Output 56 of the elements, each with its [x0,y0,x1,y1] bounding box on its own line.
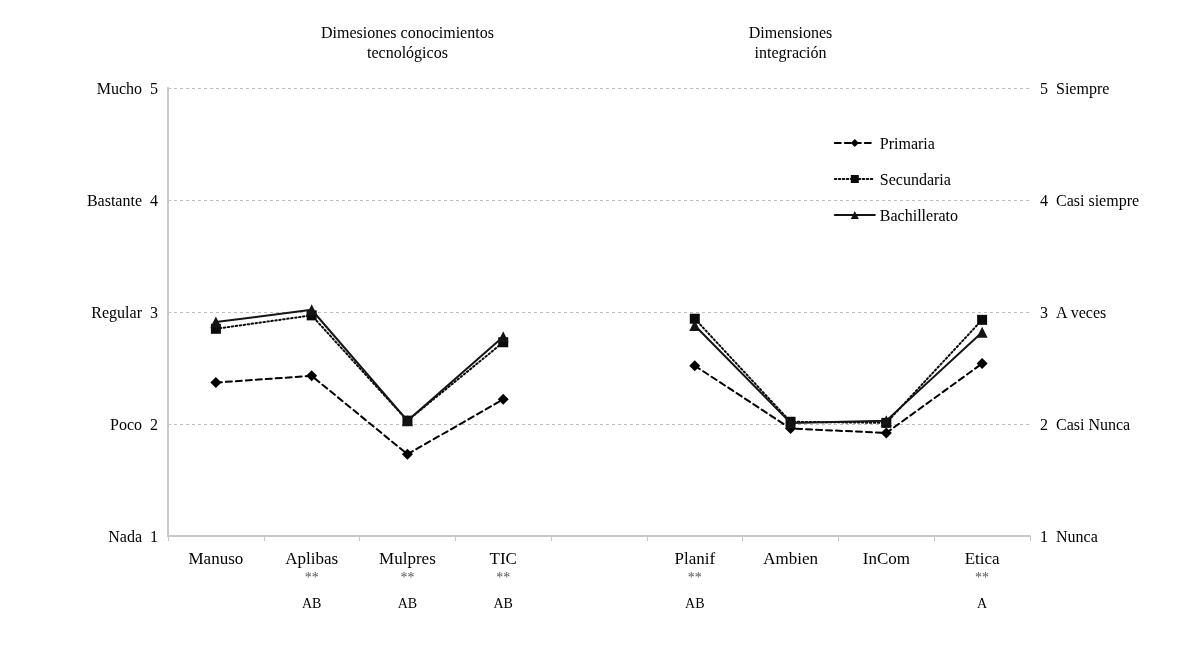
x-tick-label: Ambien [763,549,819,568]
point [210,316,222,328]
y2-tick-label: 1 [1040,527,1048,545]
y-tick-label: 4 [150,191,158,209]
text: ** [496,569,511,585]
x-tick-label: InCom [862,549,910,568]
y2-tick-label: 2 [1040,415,1048,433]
y-tick-label: 3 [150,303,158,321]
point [976,326,988,338]
y-tick-label: 5 [150,79,158,97]
x-tick-label: Manuso [188,549,244,568]
point [497,393,509,405]
text: AB [685,595,705,611]
text: ** [687,569,702,585]
text: Siempre [1056,79,1110,98]
y2-tick-label: 3 [1040,303,1048,321]
point [210,377,222,389]
y2-tick-label: 4 [1040,191,1048,209]
text: Casi siempre [1056,191,1140,210]
text: Dimesiones conocimientos tecnológicos [321,23,494,62]
text: AB [493,595,513,611]
text: Poco [110,415,142,433]
point [306,304,318,316]
x-tick-label: Mulpres [379,549,436,568]
point [977,314,988,325]
point [976,358,988,370]
legend-label: Bachillerato [879,206,958,224]
text: A veces [1056,303,1107,321]
text: AB [397,595,418,611]
point [306,370,318,382]
text: Regular [91,303,143,322]
text: Nunca [1056,527,1098,545]
text: AB [301,595,322,611]
x-tick-label: TIC [489,549,517,568]
point [689,360,701,372]
point [880,427,892,439]
x-tick-label: Planif [674,549,716,568]
point [401,448,413,460]
y-tick-label: 2 [150,415,158,433]
text: ** [975,569,990,585]
text: Dimensiones integración [748,23,833,62]
text: A [977,595,989,611]
text: Mucho [96,79,142,97]
text: ** [304,569,319,585]
x-tick-label: Etica [964,549,1001,568]
y2-tick-label: 5 [1040,79,1048,97]
text: ** [400,569,415,585]
legend-label: Primaria [879,134,935,152]
point [689,313,700,324]
x-tick-label: Aplibas [285,549,339,568]
point [497,331,509,343]
text: Bastante [86,191,142,209]
legend-label: Secundaria [879,170,951,188]
y-tick-label: 1 [150,527,158,545]
text: Nada [108,527,142,545]
text: Casi Nunca [1056,415,1131,433]
